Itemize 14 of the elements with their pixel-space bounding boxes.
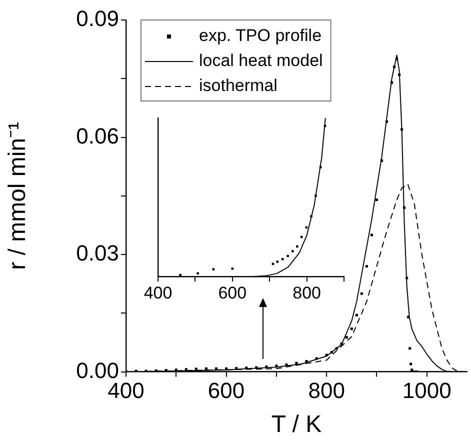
y-tick-label: 0.09: [76, 6, 119, 32]
legend-label: isothermal: [199, 76, 278, 96]
y-tick-label: 0.03: [76, 240, 119, 266]
x-tick-label: 600: [208, 378, 245, 404]
x-tick-label: 800: [308, 378, 345, 404]
x-tick-label: 1000: [402, 378, 452, 404]
legend-label: local heat model: [199, 51, 323, 70]
y-axis-title: r / mmol min⁻¹: [4, 122, 32, 270]
x-axis-title: T / K: [271, 411, 322, 438]
y-tick-label: 0.06: [76, 123, 119, 148]
x-tick-label: 800: [292, 283, 321, 302]
x-tick-label: 600: [218, 283, 247, 302]
x-tick-label: 400: [144, 283, 172, 302]
legend-label: exp. TPO profile: [199, 26, 322, 46]
